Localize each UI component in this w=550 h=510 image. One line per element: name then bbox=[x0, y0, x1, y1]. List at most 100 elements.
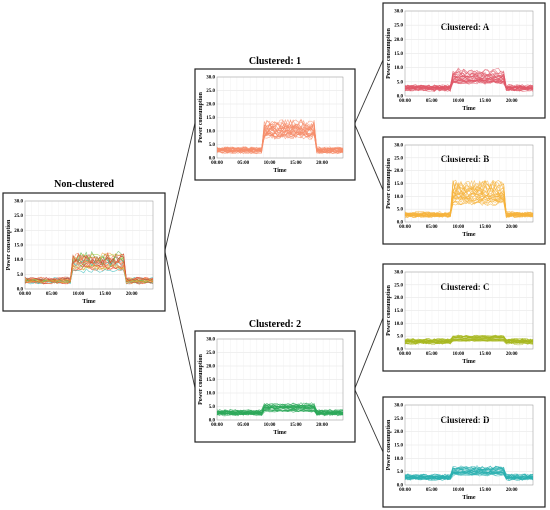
y-tick-label: 10.0 bbox=[206, 130, 215, 135]
panel-frame bbox=[382, 396, 546, 508]
y-tick-label: 25.0 bbox=[394, 156, 403, 161]
x-tick-label: 15:00 bbox=[479, 488, 491, 493]
y-tick-label: 15.0 bbox=[206, 378, 215, 383]
panel-title: Clustered: 2 bbox=[249, 319, 301, 330]
y-tick-label: 25.0 bbox=[206, 89, 215, 94]
plot-area: 0.0 5.0 10.0 15.0 20.0 25.0 30.0 00:00 05:00 10:0… bbox=[386, 404, 534, 501]
y-axis-label: Power consumption bbox=[386, 284, 392, 335]
connector-line bbox=[354, 59, 384, 124]
y-tick-label: 20.0 bbox=[394, 296, 403, 301]
y-axis-label: Power consumption bbox=[386, 157, 392, 208]
connector-line bbox=[164, 122, 196, 251]
x-tick-label: 05:00 bbox=[237, 423, 249, 428]
y-tick-label: 30.0 bbox=[394, 271, 403, 276]
panel-frame bbox=[2, 192, 166, 312]
y-tick-label: 0.0 bbox=[397, 95, 404, 100]
y-tick-label: 5.0 bbox=[397, 208, 404, 213]
plot-border bbox=[404, 144, 534, 223]
series-line bbox=[404, 470, 534, 480]
y-tick-label: 25.0 bbox=[206, 351, 215, 356]
y-tick-label: 15.0 bbox=[394, 52, 403, 57]
series-line bbox=[24, 255, 154, 281]
x-tick-label: 00:00 bbox=[211, 161, 223, 166]
y-axis-label: Power consumption bbox=[6, 219, 12, 270]
y-tick-label: 5.0 bbox=[17, 273, 24, 278]
y-tick-label: 30.0 bbox=[394, 404, 403, 409]
y-tick-label: 5.0 bbox=[397, 335, 404, 340]
series-line bbox=[405, 197, 534, 216]
x-tick-label: 10:00 bbox=[452, 352, 464, 357]
x-tick-label: 15:00 bbox=[479, 352, 491, 357]
connector-line bbox=[164, 251, 196, 389]
connector-lines bbox=[164, 59, 384, 453]
x-axis-label: Time bbox=[273, 168, 287, 174]
panel-title: Clustered: 1 bbox=[249, 56, 301, 67]
y-tick-label: 20.0 bbox=[394, 169, 403, 174]
plot-area: 0.0 5.0 10.0 15.0 20.0 25.0 30.0 00:00 05:00 10:0… bbox=[386, 144, 534, 238]
y-tick-label: 5.0 bbox=[397, 80, 404, 85]
y-axis-label: Power consumption bbox=[198, 353, 204, 404]
x-tick-label: 15:00 bbox=[290, 161, 302, 166]
y-tick-label: 5.0 bbox=[209, 405, 216, 410]
series-line bbox=[404, 466, 534, 479]
y-tick-label: 10.0 bbox=[394, 457, 403, 462]
series-lines bbox=[404, 334, 534, 346]
x-tick-label: 00:00 bbox=[399, 99, 411, 104]
panel-frame bbox=[382, 2, 546, 119]
series-lines bbox=[216, 402, 344, 417]
y-tick-label: 0.0 bbox=[209, 419, 216, 424]
x-tick-label: 15:00 bbox=[479, 99, 491, 104]
series-line bbox=[216, 118, 344, 153]
series-line bbox=[404, 339, 534, 344]
y-tick-label: 0.0 bbox=[397, 348, 404, 353]
series-line bbox=[24, 258, 154, 282]
y-tick-label: 0.0 bbox=[209, 157, 216, 162]
x-axis-label: Time bbox=[462, 232, 476, 238]
panel-title: Clustered: C bbox=[440, 282, 489, 292]
x-tick-label: 15:00 bbox=[290, 423, 302, 428]
x-axis-label: Time bbox=[273, 430, 287, 436]
x-axis-label: Time bbox=[462, 495, 476, 501]
panel-title: Non-clustered bbox=[54, 179, 114, 190]
y-tick-label: 30.0 bbox=[206, 76, 215, 81]
y-tick-label: 5.0 bbox=[397, 470, 404, 475]
series-lines bbox=[24, 250, 154, 285]
x-tick-label: 05:00 bbox=[426, 488, 438, 493]
series-line bbox=[404, 335, 534, 343]
series-line bbox=[404, 188, 534, 217]
x-axis-label: Time bbox=[462, 359, 476, 365]
x-tick-label: 00:00 bbox=[399, 352, 411, 357]
series-lines bbox=[404, 179, 534, 219]
plot-border bbox=[404, 404, 534, 486]
plot-border bbox=[404, 10, 534, 97]
x-tick-label: 05:00 bbox=[237, 161, 249, 166]
x-tick-label: 00:00 bbox=[19, 292, 31, 297]
series-line bbox=[404, 338, 534, 345]
x-axis-label: Time bbox=[462, 106, 476, 112]
x-tick-label: 00:00 bbox=[399, 225, 411, 230]
connector-line bbox=[354, 317, 384, 389]
series-line bbox=[404, 334, 534, 342]
series-line bbox=[216, 410, 344, 417]
series-line bbox=[24, 253, 154, 285]
panel-cluster2: Clustered: 2 0.0 5.0 10.0 15.0 20.0 25.0 30.0 00… bbox=[194, 319, 356, 443]
series-line bbox=[404, 75, 534, 92]
panel-clusterC: Clustered: C 0.0 5.0 10.0 15.0 20.0 25.0 30.0 00… bbox=[382, 263, 546, 372]
y-tick-label: 30.0 bbox=[394, 10, 403, 15]
y-tick-label: 20.0 bbox=[394, 38, 403, 43]
series-lines bbox=[404, 465, 534, 482]
x-tick-label: 00:00 bbox=[211, 423, 223, 428]
y-tick-label: 15.0 bbox=[14, 244, 23, 249]
x-tick-label: 20:00 bbox=[316, 423, 328, 428]
x-tick-label: 20:00 bbox=[126, 292, 138, 297]
x-tick-label: 15:00 bbox=[479, 225, 491, 230]
plot-area: 0.0 5.0 10.0 15.0 20.0 25.0 30.0 00:00 05:00 10:0… bbox=[386, 271, 534, 365]
y-tick-label: 25.0 bbox=[394, 283, 403, 288]
y-axis-label: Power consumption bbox=[386, 27, 392, 78]
panel-title: Clustered: B bbox=[441, 154, 490, 164]
y-tick-label: 15.0 bbox=[206, 116, 215, 121]
x-tick-label: 05:00 bbox=[46, 292, 58, 297]
x-tick-label: 10:00 bbox=[452, 99, 464, 104]
x-tick-label: 20:00 bbox=[316, 161, 328, 166]
y-tick-label: 10.0 bbox=[394, 322, 403, 327]
